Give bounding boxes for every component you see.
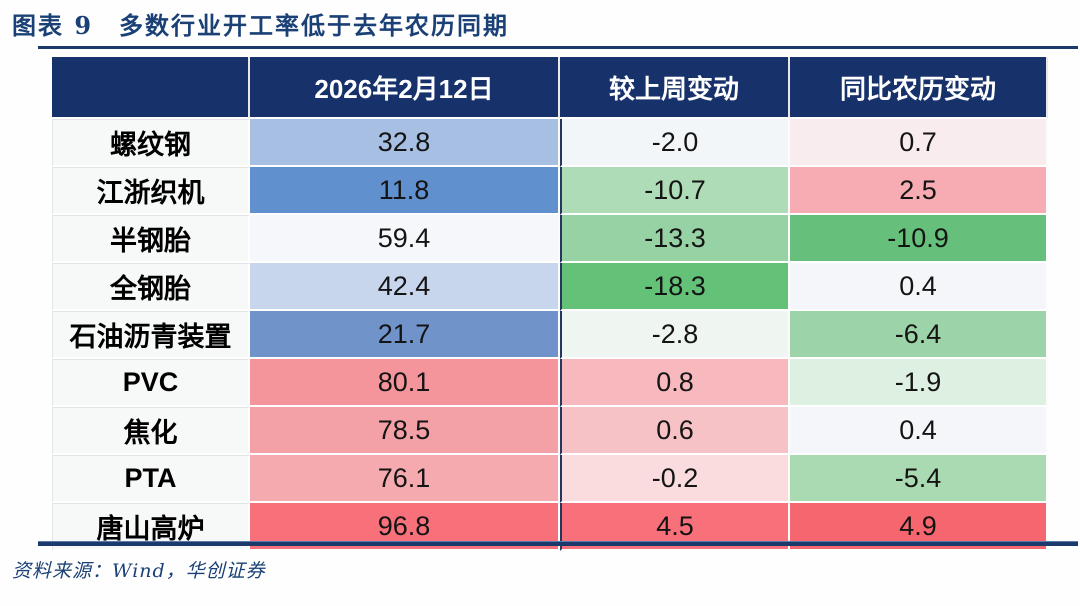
cell-value: 42.4 [250, 263, 560, 311]
table-row: 江浙织机 11.8 -10.7 2.5 [52, 167, 1048, 215]
cell-value: -2.0 [560, 119, 790, 167]
cell-value: -6.4 [790, 311, 1048, 359]
cell-value: 11.8 [250, 167, 560, 215]
row-label: PVC [52, 359, 250, 407]
cell-value: 32.8 [250, 119, 560, 167]
row-label: 焦化 [52, 407, 250, 455]
table-row: 石油沥青装置 21.7 -2.8 -6.4 [52, 311, 1048, 359]
industry-operating-rate-table: 2026年2月12日 较上周变动 同比农历变动 螺纹钢 32.8 -2.0 0.7 江浙… [52, 57, 1048, 551]
row-label: 半钢胎 [52, 215, 250, 263]
row-label: 全钢胎 [52, 263, 250, 311]
cell-value: -2.8 [560, 311, 790, 359]
cell-value: -10.7 [560, 167, 790, 215]
figure-title: 图表 9 多数行业开工率低于去年农历同期 [12, 11, 510, 40]
table-row: 半钢胎 59.4 -13.3 -10.9 [52, 215, 1048, 263]
row-label: 螺纹钢 [52, 119, 250, 167]
cell-value: -10.9 [790, 215, 1048, 263]
data-source: 资料来源：Wind，华创证券 [12, 560, 266, 582]
cell-value: 76.1 [250, 455, 560, 503]
cell-value: 0.7 [790, 119, 1048, 167]
col-header-yoy-lunar-change: 同比农历变动 [790, 57, 1048, 119]
col-header-wow-change: 较上周变动 [560, 57, 790, 119]
row-label: 江浙织机 [52, 167, 250, 215]
cell-value: 0.4 [790, 263, 1048, 311]
corner-cell [52, 57, 250, 119]
title-divider [38, 46, 1078, 49]
table-row: 焦化 78.5 0.6 0.4 [52, 407, 1048, 455]
cell-value: 0.4 [790, 407, 1048, 455]
cell-value: 78.5 [250, 407, 560, 455]
cell-value: -5.4 [790, 455, 1048, 503]
cell-value: 2.5 [790, 167, 1048, 215]
row-label: PTA [52, 455, 250, 503]
cell-value: 21.7 [250, 311, 560, 359]
col-header-date: 2026年2月12日 [250, 57, 560, 119]
table-row: PVC 80.1 0.8 -1.9 [52, 359, 1048, 407]
cell-value: -1.9 [790, 359, 1048, 407]
table-row: PTA 76.1 -0.2 -5.4 [52, 455, 1048, 503]
cell-value: -0.2 [560, 455, 790, 503]
row-label: 石油沥青装置 [52, 311, 250, 359]
cell-value: 59.4 [250, 215, 560, 263]
table-header-row: 2026年2月12日 较上周变动 同比农历变动 [52, 57, 1048, 119]
cell-value: 0.8 [560, 359, 790, 407]
cell-value: 0.6 [560, 407, 790, 455]
table-row: 螺纹钢 32.8 -2.0 0.7 [52, 119, 1048, 167]
cell-value: 80.1 [250, 359, 560, 407]
table-bottom-divider [38, 541, 1078, 546]
cell-value: -18.3 [560, 263, 790, 311]
cell-value: -13.3 [560, 215, 790, 263]
table-row: 全钢胎 42.4 -18.3 0.4 [52, 263, 1048, 311]
